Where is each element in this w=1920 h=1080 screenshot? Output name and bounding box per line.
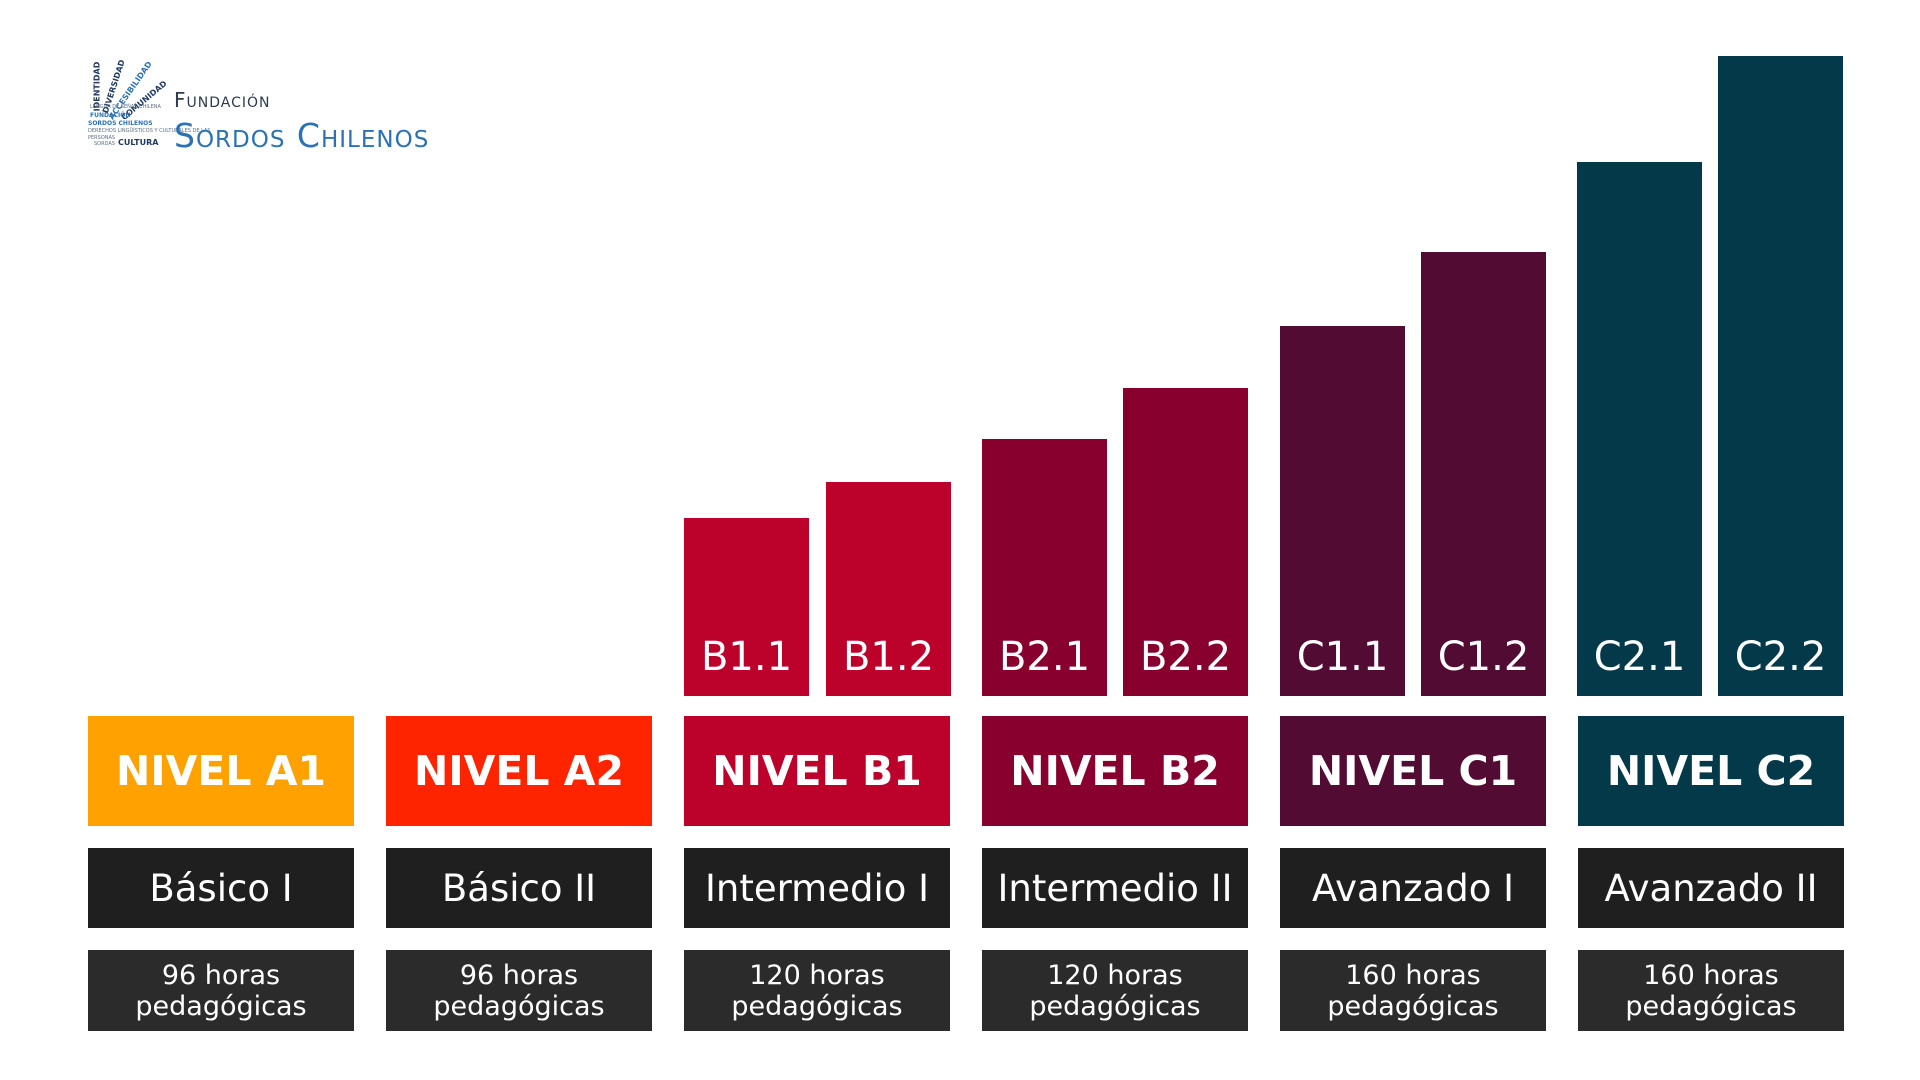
level-a1-box: NIVEL A1 <box>88 716 354 826</box>
hours-box-c1: 160 horas pedagógicas <box>1280 950 1546 1031</box>
category-box-a1: Básico I <box>88 848 354 928</box>
category-label: Avanzado II <box>1604 866 1818 910</box>
sublevel-bar-b1-2: B1.2 <box>826 482 951 696</box>
sublevel-label: B2.1 <box>998 634 1091 680</box>
category-label: Básico II <box>441 866 597 910</box>
level-c2-box: NIVEL C2 <box>1578 716 1844 826</box>
sublevel-label: C2.2 <box>1734 634 1827 680</box>
category-label: Avanzado I <box>1311 866 1515 910</box>
hours-box-a1: 96 horas pedagógicas <box>88 950 354 1031</box>
level-b1-box: NIVEL B1 <box>684 716 950 826</box>
level-name: NIVEL C2 <box>1606 747 1816 795</box>
category-box-c2: Avanzado II <box>1578 848 1844 928</box>
level-name: NIVEL B1 <box>712 747 922 795</box>
sublevel-label: B1.1 <box>700 634 793 680</box>
logo-title-line1: Fundación <box>174 88 271 112</box>
hours-label: 96 horas pedagógicas <box>135 959 307 1022</box>
sublevel-bar-c1-2: C1.2 <box>1421 252 1546 696</box>
sublevel-bar-b1-1: B1.1 <box>684 518 809 696</box>
hours-label: 96 horas pedagógicas <box>433 959 605 1022</box>
hours-box-b2: 120 horas pedagógicas <box>982 950 1248 1031</box>
logo-word-sordos-chilenos: SORDOS CHILENOS <box>88 120 153 127</box>
sublevel-label: B2.2 <box>1139 634 1232 680</box>
category-box-c1: Avanzado I <box>1280 848 1546 928</box>
sublevel-bar-c2-2: C2.2 <box>1718 56 1843 696</box>
hours-label: 160 horas pedagógicas <box>1625 959 1797 1022</box>
category-label: Básico I <box>149 866 293 910</box>
sublevel-label: B1.2 <box>842 634 935 680</box>
sublevel-bar-b2-1: B2.1 <box>982 439 1107 696</box>
level-c1-box: NIVEL C1 <box>1280 716 1546 826</box>
sublevel-bar-c1-1: C1.1 <box>1280 326 1405 696</box>
category-label: Intermedio II <box>997 866 1233 910</box>
level-name: NIVEL A2 <box>414 747 624 795</box>
sublevel-label: C2.1 <box>1593 634 1686 680</box>
hours-label: 120 horas pedagógicas <box>1029 959 1201 1022</box>
logo-title-line2: Sordos Chilenos <box>174 116 430 155</box>
sublevel-label: C1.1 <box>1296 634 1389 680</box>
hours-label: 120 horas pedagógicas <box>731 959 903 1022</box>
hours-label: 160 horas pedagógicas <box>1327 959 1499 1022</box>
hours-box-a2: 96 horas pedagógicas <box>386 950 652 1031</box>
level-a2-box: NIVEL A2 <box>386 716 652 826</box>
sublevel-bar-c2-1: C2.1 <box>1577 162 1702 696</box>
hours-box-b1: 120 horas pedagógicas <box>684 950 950 1031</box>
logo-small-text-2: DERECHOS LINGÜÍSTICOS Y CULTURALES DE LA… <box>88 128 211 134</box>
level-b2-box: NIVEL B2 <box>982 716 1248 826</box>
level-name: NIVEL C1 <box>1308 747 1518 795</box>
sublevel-bar-b2-2: B2.2 <box>1123 388 1248 696</box>
logo-word-fundacion: FUNDACIÓN <box>90 112 131 119</box>
level-name: NIVEL B2 <box>1010 747 1220 795</box>
category-box-a2: Básico II <box>386 848 652 928</box>
hours-box-c2: 160 horas pedagógicas <box>1578 950 1844 1031</box>
logo-word-sordas: SORDAS <box>94 141 115 147</box>
hand-logo-icon: IDENTIDAD DIVERSIDAD ACCESIBILIDAD COMUN… <box>86 52 211 152</box>
category-box-b2: Intermedio II <box>982 848 1248 928</box>
category-box-b1: Intermedio I <box>684 848 950 928</box>
logo-small-text: LENGUA DE SEÑAS CHILENA <box>90 104 161 110</box>
category-label: Intermedio I <box>704 866 930 910</box>
sublevel-label: C1.2 <box>1437 634 1530 680</box>
fundacion-logo: IDENTIDAD DIVERSIDAD ACCESIBILIDAD COMUN… <box>86 52 486 162</box>
level-name: NIVEL A1 <box>116 747 326 795</box>
logo-word-personas: PERSONAS <box>88 135 116 141</box>
logo-word-cultura: CULTURA <box>118 138 159 147</box>
